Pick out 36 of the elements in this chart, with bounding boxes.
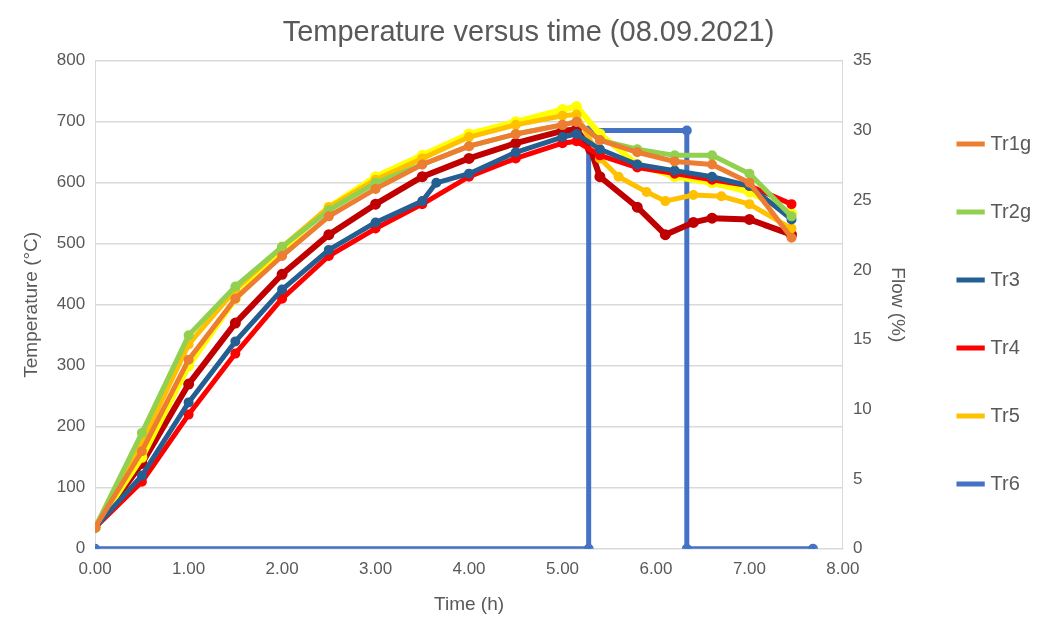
y-tick-label: 200 bbox=[56, 416, 86, 436]
y2-tick-label: 20 bbox=[852, 259, 872, 279]
x-tick-label: 1.00 bbox=[172, 558, 206, 578]
y2-tick-label: 25 bbox=[852, 189, 872, 209]
x-tick-label: 6.00 bbox=[639, 558, 673, 578]
y-tick-label: 600 bbox=[56, 172, 86, 192]
legend-label: Tr3 bbox=[990, 267, 1020, 290]
x-tick-label: 4.00 bbox=[452, 558, 486, 578]
y-tick-label: 100 bbox=[56, 477, 86, 497]
chart-title: Temperature versus time (08.09.2021) bbox=[282, 15, 775, 48]
y-tick-label: 800 bbox=[56, 50, 86, 70]
legend-label: Tr5 bbox=[990, 403, 1020, 426]
legend-label: Tr6 bbox=[990, 471, 1020, 494]
y-axis-title: Temperature (°C) bbox=[19, 231, 41, 378]
x-tick-label: 0.00 bbox=[78, 558, 112, 578]
x-tick-label: 8.00 bbox=[826, 558, 860, 578]
y2-tick-label: 15 bbox=[852, 329, 872, 349]
y-tick-label: 500 bbox=[56, 233, 86, 253]
y2-tick-label: 35 bbox=[852, 50, 872, 70]
x-tick-label: 3.00 bbox=[359, 558, 393, 578]
y2-tick-label: 0 bbox=[852, 538, 863, 558]
y2-tick-label: 10 bbox=[852, 399, 872, 419]
y-tick-label: 700 bbox=[56, 111, 86, 131]
x-tick-label: 5.00 bbox=[545, 558, 580, 578]
x-tick-label: 2.00 bbox=[265, 558, 299, 578]
y2-axis-title: Flow (%) bbox=[887, 267, 909, 343]
x-axis-title: Time (h) bbox=[434, 592, 505, 614]
legend-label: Tr2g bbox=[990, 199, 1032, 222]
y-tick-label: 0 bbox=[75, 538, 86, 558]
y-tick-label: 300 bbox=[56, 355, 86, 375]
y2-tick-label: 30 bbox=[852, 120, 872, 140]
x-tick-label: 7.00 bbox=[732, 558, 766, 578]
y2-tick-label: 5 bbox=[852, 468, 863, 488]
legend-label: Tr4 bbox=[990, 335, 1020, 358]
legend-label: Tr1g bbox=[990, 131, 1032, 154]
y-tick-label: 400 bbox=[56, 294, 86, 314]
